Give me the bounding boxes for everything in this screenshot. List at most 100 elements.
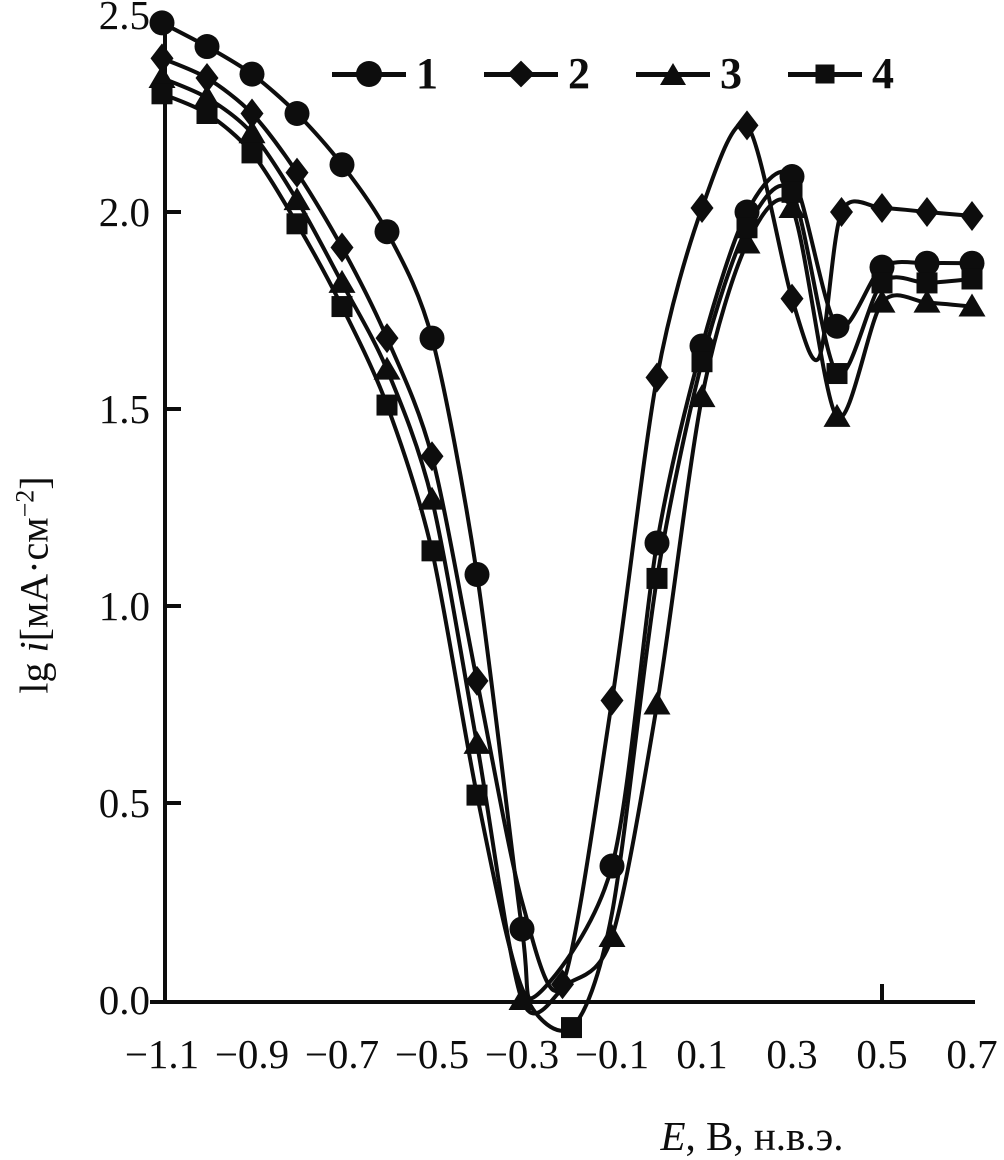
diamond-marker-icon (507, 60, 535, 88)
diamond-marker-icon (780, 283, 804, 314)
square-marker-icon (196, 103, 218, 124)
square-marker-icon (646, 567, 668, 589)
square-marker-icon (916, 272, 938, 294)
square-marker-icon (376, 394, 398, 416)
series-3-curve (160, 76, 974, 1016)
x-tick-label: 0.7 (946, 1031, 997, 1077)
series-1-curve (160, 20, 974, 1001)
circle-marker-icon (284, 101, 310, 126)
square-marker-icon (691, 351, 713, 373)
diamond-marker-icon (420, 441, 444, 472)
y-tick-label: 0.0 (99, 977, 150, 1023)
triangle-marker-icon (148, 65, 176, 89)
y-tick-label: 0.5 (99, 780, 150, 826)
legend-swatch-3 (636, 60, 710, 88)
circle-marker-icon (464, 561, 490, 587)
square-marker-icon (331, 296, 353, 318)
legend-label-4: 4 (872, 49, 894, 98)
circle-marker-icon (329, 152, 355, 178)
triangle-marker-icon (508, 987, 536, 1010)
triangle-marker-icon (238, 120, 266, 144)
legend-swatch-4 (788, 60, 862, 88)
triangle-marker-icon (733, 230, 761, 254)
circle-marker-icon (599, 853, 625, 879)
x-tick-label: 0.5 (856, 1031, 907, 1077)
x-axis-title: E, В, н.в.э. (660, 1112, 843, 1160)
y-axis-prefix: lg (11, 652, 57, 694)
diamond-marker-icon (240, 98, 264, 129)
triangle-marker-icon (373, 356, 401, 380)
triangle-marker-icon (913, 289, 941, 313)
triangle-marker-icon (868, 289, 896, 313)
triangle-marker-icon (193, 84, 221, 108)
y-tick-label: 1.5 (99, 386, 150, 432)
y-tick-label: 2.0 (99, 189, 150, 235)
triangle-marker-icon (688, 384, 716, 408)
y-axis-title: lg i[мА·см−2] (10, 476, 57, 693)
diamond-marker-icon (645, 362, 669, 393)
legend-item-3: 3 (636, 52, 742, 96)
diamond-marker-icon (960, 200, 984, 231)
triangle-marker-icon (598, 923, 626, 947)
legend-item-2: 2 (484, 52, 590, 96)
x-tick-label: −0.1 (575, 1031, 649, 1077)
triangle-marker-icon (823, 403, 851, 427)
x-tick-label: −0.9 (215, 1031, 289, 1077)
legend-item-1: 1 (332, 52, 438, 96)
y-axis-exponent: −2 (10, 489, 40, 518)
circle-marker-icon (644, 530, 670, 556)
circle-marker-icon (356, 61, 382, 87)
diamond-marker-icon (285, 157, 309, 188)
square-marker-icon (151, 83, 173, 105)
y-axis-units: [мА·см (11, 517, 57, 642)
y-axis-bracket: ] (11, 476, 57, 490)
y-axis-variable: i (11, 641, 57, 653)
triangle-marker-icon (660, 63, 686, 85)
x-tick-label: −0.5 (395, 1031, 469, 1077)
square-marker-icon (466, 784, 488, 806)
series-4-curve (160, 91, 974, 1033)
diamond-marker-icon (690, 193, 714, 224)
x-axis-units: , В, н.в.э. (685, 1113, 844, 1159)
legend-label-1: 1 (416, 49, 438, 98)
diamond-marker-icon (150, 43, 174, 74)
circle-marker-icon (149, 10, 175, 36)
x-axis-variable: E (660, 1113, 686, 1159)
x-tick-label: 0.1 (676, 1031, 727, 1077)
x-tick-label: 0.3 (766, 1031, 817, 1077)
square-marker-icon (241, 142, 263, 164)
square-marker-icon (961, 268, 983, 290)
circle-marker-icon (194, 34, 220, 60)
diamond-marker-icon (195, 63, 219, 94)
legend-label-3: 3 (720, 49, 742, 98)
diamond-marker-icon (870, 193, 894, 224)
circle-marker-icon (914, 250, 940, 276)
circle-marker-icon (374, 219, 400, 245)
diamond-marker-icon (915, 197, 939, 227)
diamond-marker-icon (830, 197, 853, 227)
circle-marker-icon (824, 313, 850, 339)
triangle-marker-icon (778, 195, 806, 219)
legend: 1 2 3 4 (332, 52, 894, 96)
triangle-marker-icon (643, 691, 671, 715)
square-marker-icon (781, 181, 803, 203)
triangle-marker-icon (463, 730, 491, 754)
legend-swatch-1 (332, 60, 406, 88)
legend-label-2: 2 (568, 49, 590, 98)
diamond-marker-icon (735, 110, 759, 141)
diamond-marker-icon (600, 685, 624, 716)
circle-marker-icon (419, 325, 445, 351)
triangle-marker-icon (328, 269, 356, 293)
y-tick-label: 1.0 (99, 583, 150, 629)
x-tick-label: −0.7 (305, 1031, 379, 1077)
circle-marker-icon (239, 61, 265, 87)
diamond-marker-icon (375, 323, 399, 354)
legend-item-4: 4 (788, 52, 894, 96)
square-marker-icon (736, 217, 758, 239)
diamond-marker-icon (465, 665, 489, 696)
square-marker-icon (286, 213, 308, 235)
square-marker-icon (815, 64, 835, 84)
triangle-marker-icon (958, 293, 986, 317)
